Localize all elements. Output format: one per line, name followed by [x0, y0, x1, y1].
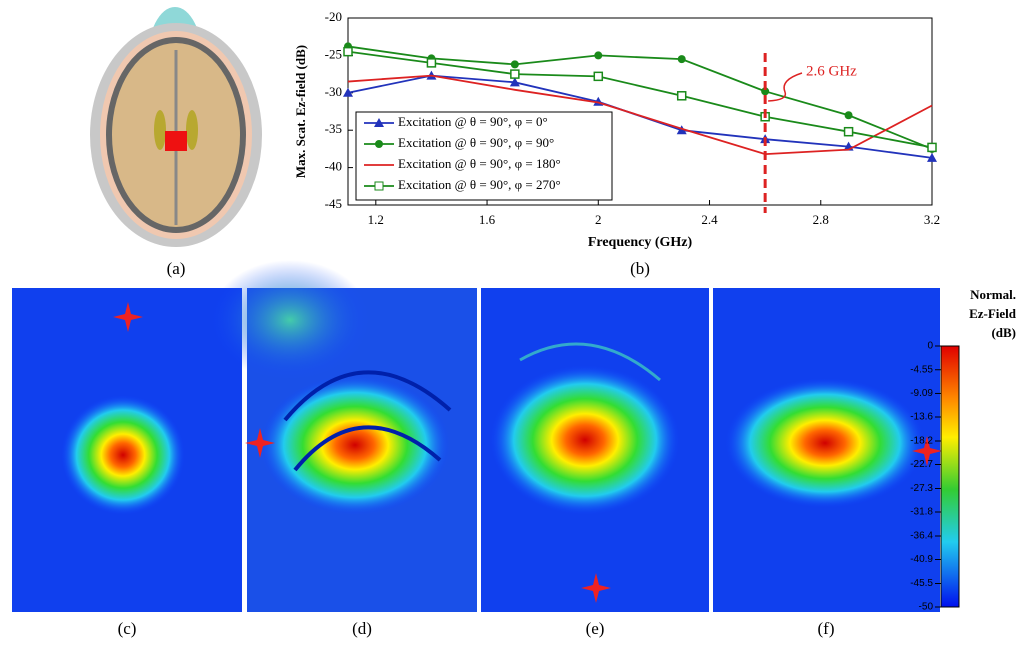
annotation-arrow: [768, 72, 803, 102]
colorbar: [940, 345, 960, 608]
field-maps: [12, 260, 942, 612]
marker: [676, 125, 687, 135]
marker: [927, 142, 937, 153]
panel-label: (c): [118, 619, 137, 638]
legend-label: Excitation @ θ = 90°, φ = 270°: [398, 177, 561, 192]
legend-box: [355, 111, 613, 201]
legend-marker: [374, 118, 384, 127]
y-tick-label: -45: [325, 196, 342, 211]
series-line: [347, 45, 933, 150]
annotation: 2.6 GHz: [806, 63, 857, 79]
marker: [676, 91, 687, 101]
marker: [426, 58, 437, 68]
marker: [844, 111, 853, 120]
legend-label: Excitation @ θ = 90°, φ = 0°: [398, 114, 548, 129]
marker: [927, 152, 937, 162]
head-model: [90, 7, 262, 247]
marker: [593, 71, 604, 82]
series-line: [347, 74, 933, 156]
legend-label: Excitation @ θ = 90°, φ = 90°: [398, 135, 554, 150]
marker: [510, 69, 520, 79]
marker: [510, 60, 519, 69]
y-axis-label: Max. Scat. Ez-field (dB): [293, 45, 308, 178]
colorbar-tick-label: 0: [927, 341, 933, 352]
colorbar-tick-label: -18.2: [910, 436, 933, 447]
x-tick-label: 1.6: [479, 212, 496, 227]
panel-label: (b): [630, 259, 650, 278]
panel-label: (d): [352, 619, 372, 638]
colorbar-title: (dB): [991, 325, 1016, 340]
x-tick-label: 2.8: [813, 212, 829, 227]
panel-label: (a): [167, 259, 186, 278]
marker: [843, 126, 854, 137]
colorbar-tick-label: -9.09: [910, 388, 933, 399]
colorbar-title: Normal.: [970, 287, 1016, 302]
colorbar-tick-label: -22.7: [910, 459, 933, 470]
x-tick-label: 3.2: [924, 212, 940, 227]
marker: [343, 46, 353, 57]
marker: [509, 77, 520, 87]
colorbar-title: Ez-Field: [969, 306, 1017, 321]
colorbar-tick-label: -27.3: [910, 483, 933, 494]
panel-label: (e): [586, 619, 605, 638]
y-tick-label: -40: [325, 159, 342, 174]
chart: [347, 17, 933, 206]
colorbar-tick-label: -40.9: [910, 554, 933, 565]
marker: [594, 51, 603, 60]
panel-label: (f): [818, 619, 835, 638]
x-tick-label: 2.4: [701, 212, 718, 227]
y-tick-label: -30: [325, 84, 342, 99]
y-tick-label: -20: [325, 9, 342, 24]
colorbar-tick-label: -4.55: [910, 364, 933, 375]
colorbar-tick-label: -36.4: [910, 531, 933, 542]
colorbar-tick-label: -13.6: [910, 412, 933, 423]
marker: [677, 55, 686, 64]
x-tick-label: 2: [595, 212, 602, 227]
marker: [343, 87, 353, 97]
series-line: [347, 50, 933, 149]
legend-label: Excitation @ θ = 90°, φ = 180°: [398, 156, 561, 171]
y-tick-label: -25: [325, 46, 342, 61]
y-tick-label: -35: [325, 121, 342, 136]
x-axis-label: Frequency (GHz): [588, 235, 693, 250]
colorbar-tick-label: -50: [919, 602, 934, 613]
colorbar-tick-label: -45.5: [910, 578, 933, 589]
legend-marker: [374, 181, 384, 191]
plot-frame: [347, 17, 933, 206]
legend-marker: [375, 140, 383, 148]
marker: [761, 87, 770, 96]
x-tick-label: 1.2: [368, 212, 384, 227]
colorbar-tick-label: -31.8: [910, 507, 933, 518]
